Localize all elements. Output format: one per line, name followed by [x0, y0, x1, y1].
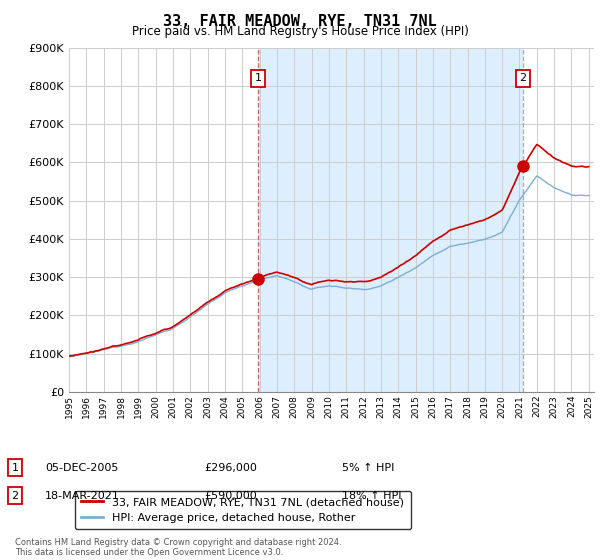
Text: Contains HM Land Registry data © Crown copyright and database right 2024.
This d: Contains HM Land Registry data © Crown c…: [15, 538, 341, 557]
Text: 1: 1: [255, 73, 262, 83]
Text: 2: 2: [11, 491, 19, 501]
Text: 1: 1: [11, 463, 19, 473]
Text: £590,000: £590,000: [204, 491, 257, 501]
Text: £296,000: £296,000: [204, 463, 257, 473]
Legend: 33, FAIR MEADOW, RYE, TN31 7NL (detached house), HPI: Average price, detached ho: 33, FAIR MEADOW, RYE, TN31 7NL (detached…: [74, 491, 411, 529]
Text: 18-MAR-2021: 18-MAR-2021: [45, 491, 120, 501]
Text: 05-DEC-2005: 05-DEC-2005: [45, 463, 118, 473]
Text: Price paid vs. HM Land Registry's House Price Index (HPI): Price paid vs. HM Land Registry's House …: [131, 25, 469, 38]
Bar: [258, 48, 523, 392]
Text: 18% ↑ HPI: 18% ↑ HPI: [342, 491, 401, 501]
Text: 33, FAIR MEADOW, RYE, TN31 7NL: 33, FAIR MEADOW, RYE, TN31 7NL: [163, 14, 437, 29]
Text: 2: 2: [520, 73, 527, 83]
Text: 5% ↑ HPI: 5% ↑ HPI: [342, 463, 394, 473]
